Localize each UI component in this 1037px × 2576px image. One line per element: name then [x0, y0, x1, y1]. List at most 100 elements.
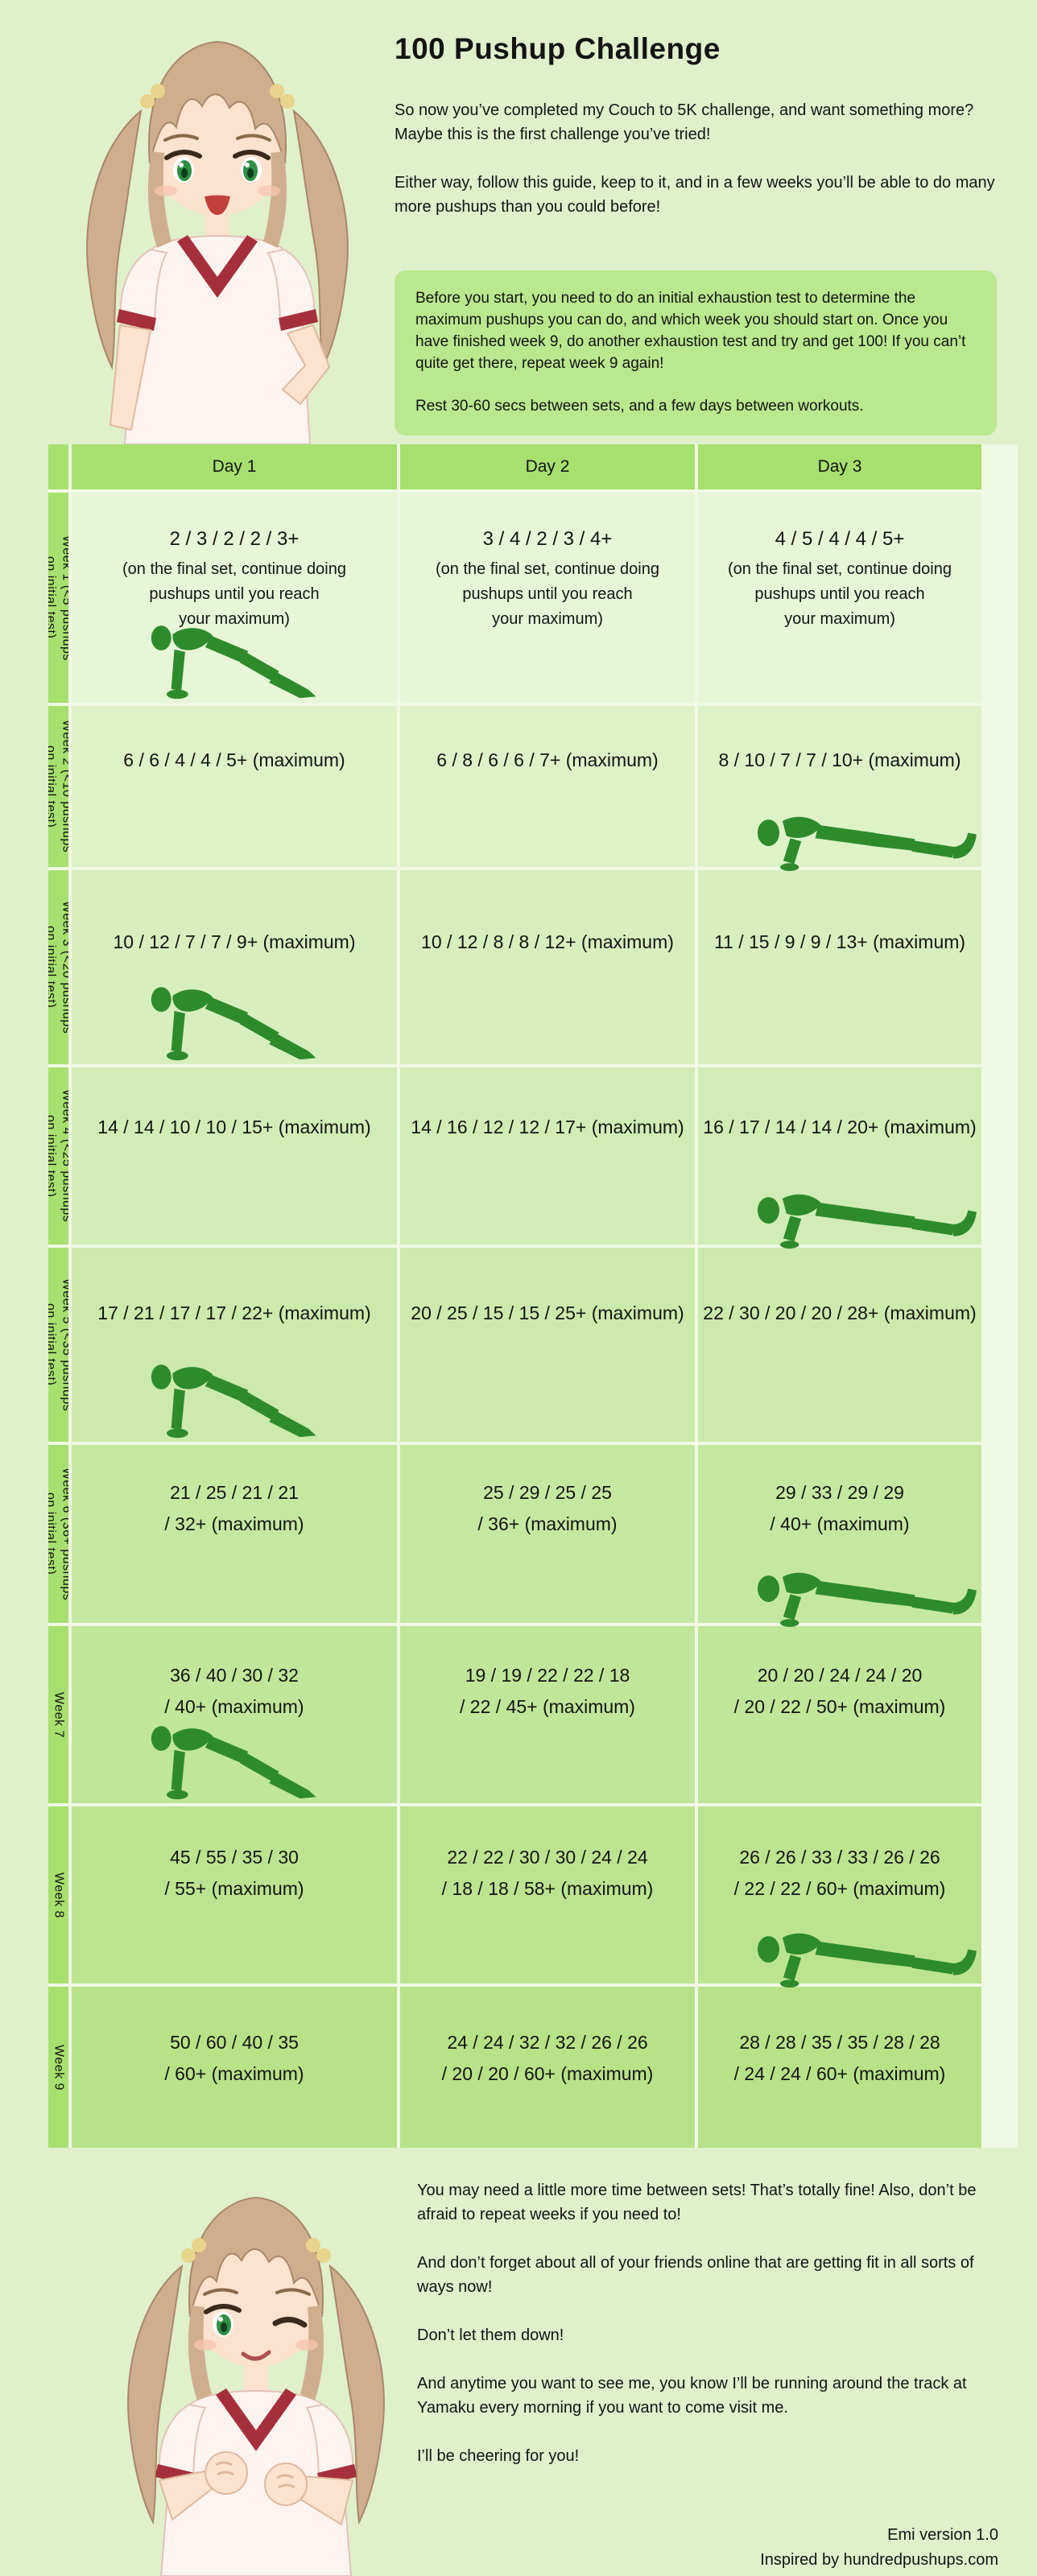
workout-cell-w4-d1: 14 / 14 / 10 / 10 / 15+ (maximum) [72, 1067, 397, 1245]
workout-cell-w8-d1: 45 / 55 / 35 / 30 / 55+ (maximum) [72, 1806, 397, 1984]
sets-line: 45 / 55 / 35 / 30 [170, 1847, 299, 1868]
sets-line: / 24 / 24 / 60+ (maximum) [733, 2063, 946, 2085]
version-label: Emi version 1.0 [887, 2526, 998, 2544]
week-label-line: Week 2 (<10 pushups [60, 720, 69, 853]
workout-cell-w1-d3: 4 / 5 / 4 / 4 / 5+ (on the final set, con… [698, 493, 981, 703]
workout-cell-w3-d3: 11 / 15 / 9 / 9 / 13+ (maximum) [698, 870, 981, 1064]
week-label-line: Week 8 [52, 1872, 66, 1918]
workout-table: Day 1 Day 2 Day 3 Week 1 (<5 pushups on init… [48, 444, 1018, 2148]
sets-line: 22 / 30 / 20 / 20 / 28+ (maximum) [703, 1302, 977, 1323]
week-label-line: on initial test) [48, 556, 58, 639]
week-label-6: Week 6 (36+ pushups on initial test) [48, 1445, 68, 1623]
sets-line: 14 / 16 / 12 / 12 / 17+ (maximum) [411, 1117, 684, 1137]
pushup-up-icon [148, 613, 325, 701]
week-label-5: Week 5 (<35 pushups on initial test) [48, 1248, 68, 1442]
week-label-text: Week 1 (<5 pushups on initial test) [48, 535, 68, 661]
credits: Emi version 1.0 Inspired by hundredpushu… [515, 2523, 998, 2573]
workout-cell-w8-d2: 22 / 22 / 30 / 30 / 24 / 24 / 18 / 18 / 5… [400, 1806, 695, 1984]
workout-cell-w5-d2: 20 / 25 / 15 / 15 / 25+ (maximum) [400, 1248, 695, 1442]
week-label-text: Week 2 (<10 pushups on initial test) [48, 720, 68, 852]
workout-cell-w6-d2: 25 / 29 / 25 / 25 / 36+ (maximum) [400, 1445, 695, 1623]
outro-paragraph: And anytime you want to see me, you know… [417, 2375, 967, 2417]
sets-line: 6 / 6 / 4 / 4 / 5+ (maximum) [123, 749, 345, 770]
workout-cell-w3-d1: 10 / 12 / 7 / 7 / 9+ (maximum) [72, 870, 397, 1064]
week-label-text: Week 5 (<35 pushups on initial test) [48, 1278, 68, 1411]
day-header-3: Day 3 [698, 444, 981, 489]
intro-paragraph: So now you’ve completed my Couch to 5K c… [395, 101, 974, 119]
workout-cell-w2-d2: 6 / 8 / 6 / 6 / 7+ (maximum) [400, 706, 695, 867]
week-label-line: Week 6 (36+ pushups [60, 1467, 69, 1601]
pushup-down-icon [756, 798, 998, 872]
intro-paragraph: Either way, follow this guide, keep to i… [395, 174, 995, 216]
sets-line: 16 / 17 / 14 / 14 / 20+ (maximum) [703, 1117, 977, 1137]
intro-text: So now you’ve completed my Couch to 5K c… [395, 98, 997, 219]
sets-line: / 32+ (maximum) [164, 1513, 304, 1535]
sets-line: 2 / 3 / 2 / 2 / 3+ [169, 528, 300, 550]
workout-cell-w4-d2: 14 / 16 / 12 / 12 / 17+ (maximum) [400, 1067, 695, 1245]
sets-line: / 40+ (maximum) [164, 1696, 304, 1718]
sets-line: / 22 / 22 / 60+ (maximum) [733, 1878, 946, 1900]
sets-line: 22 / 22 / 30 / 30 / 24 / 24 [447, 1847, 648, 1868]
week-label-8: Week 8 [48, 1806, 68, 1984]
sets-line: 21 / 25 / 21 / 21 [170, 1482, 299, 1503]
week-label-1: Week 1 (<5 pushups on initial test) [48, 493, 68, 703]
week-label-text: Week 6 (36+ pushups on initial test) [48, 1468, 68, 1600]
instructions-paragraph: Before you start, you need to do an init… [415, 290, 966, 372]
week-label-3: Week 3 (<20 pushups on initial test) [48, 870, 68, 1064]
sets-line: 6 / 8 / 6 / 6 / 7+ (maximum) [436, 749, 659, 770]
outro-paragraph: And don’t forget about all of your frien… [417, 2254, 974, 2296]
sets-line: 10 / 12 / 7 / 7 / 9+ (maximum) [113, 931, 356, 952]
note-line: your maximum) [179, 610, 290, 628]
intro-paragraph: Maybe this is the first challenge you’ve… [395, 126, 711, 143]
workout-cell-w7-d2: 19 / 19 / 22 / 22 / 18 / 22 / 45+ (maximu… [400, 1626, 695, 1803]
note-line: pushups until you reach [149, 585, 320, 603]
week-label-line: Week 7 [52, 1691, 66, 1738]
rest-note: Rest 30-60 secs between sets, and a few … [415, 397, 864, 415]
week-label-4: Week 4 (<25 pushups on initial test) [48, 1067, 68, 1245]
week-label-text: Week 3 (<20 pushups on initial test) [48, 901, 68, 1034]
pushup-down-icon [756, 1554, 998, 1628]
week-label-line: Week 1 (<5 pushups [60, 535, 69, 661]
workout-cell-w2-d1: 6 / 6 / 4 / 4 / 5+ (maximum) [72, 706, 397, 867]
week-label-text: Week 7 [51, 1692, 67, 1738]
week-label-line: Week 5 (<35 pushups [60, 1278, 69, 1412]
sets-line: 29 / 33 / 29 / 29 [775, 1482, 904, 1503]
workout-cell-w6-d1: 21 / 25 / 21 / 21 / 32+ (maximum) [72, 1445, 397, 1623]
pushup-down-icon [756, 1175, 998, 1249]
sets-line: 36 / 40 / 30 / 32 [170, 1665, 299, 1686]
sets-line: 19 / 19 / 22 / 22 / 18 [465, 1665, 630, 1686]
pushup-up-icon [148, 974, 325, 1063]
sets-line: 20 / 25 / 15 / 15 / 25+ (maximum) [411, 1302, 684, 1323]
week-label-2: Week 2 (<10 pushups on initial test) [48, 706, 68, 867]
workout-cell-w8-d3: 26 / 26 / 33 / 33 / 26 / 26 / 22 / 22 / 6… [698, 1806, 981, 1988]
note-line: (on the final set, continue doing [122, 560, 346, 578]
workout-cell-w5-d1: 17 / 21 / 17 / 17 / 22+ (maximum) [72, 1248, 397, 1442]
workout-cell-w7-d3: 20 / 20 / 24 / 24 / 20 / 20 / 22 / 50+ (m… [698, 1626, 981, 1803]
outro-paragraph: Don’t let them down! [417, 2326, 564, 2344]
sets-line: 4 / 5 / 4 / 4 / 5+ [775, 528, 905, 550]
sets-line: 8 / 10 / 7 / 7 / 10+ (maximum) [718, 749, 961, 770]
week-label-line: on initial test) [48, 745, 58, 828]
week-label-line: on initial test) [48, 1492, 58, 1575]
sets-line: 25 / 29 / 25 / 25 [483, 1482, 612, 1503]
workout-cell-w1-d1: 2 / 3 / 2 / 2 / 3+ (on the final set, con… [72, 493, 397, 703]
workout-cell-w6-d3: 29 / 33 / 29 / 29 / 40+ (maximum) [698, 1445, 981, 1628]
week-label-line: Week 3 (<20 pushups [60, 900, 69, 1034]
week-label-line: on initial test) [48, 1303, 58, 1386]
note-line: your maximum) [784, 610, 895, 628]
week-label-text: Week 8 [51, 1872, 67, 1918]
sets-line: 17 / 21 / 17 / 17 / 22+ (maximum) [97, 1302, 371, 1323]
sets-line: 20 / 20 / 24 / 24 / 20 [757, 1665, 923, 1686]
day-header-1: Day 1 [72, 444, 397, 489]
workout-cell-w7-d1: 36 / 40 / 30 / 32 / 40+ (maximum) [72, 1626, 397, 1803]
sets-line: 50 / 60 / 40 / 35 [170, 2032, 299, 2053]
anime-girl-standing-icon [44, 6, 390, 444]
note-line: pushups until you reach [462, 585, 633, 603]
instructions-box: Before you start, you need to do an init… [395, 270, 997, 436]
outro-paragraph: I’ll be cheering for you! [417, 2447, 580, 2465]
workout-cell-w9-d2: 24 / 24 / 32 / 32 / 26 / 26 / 20 / 20 / 6… [400, 1987, 695, 2148]
workout-cell-w3-d2: 10 / 12 / 8 / 8 / 12+ (maximum) [400, 870, 695, 1064]
workout-cell-w5-d3: 22 / 30 / 20 / 20 / 28+ (maximum) [698, 1248, 981, 1442]
sets-line: 26 / 26 / 33 / 33 / 26 / 26 [739, 1847, 940, 1868]
attribution-label: Inspired by hundredpushups.com [760, 2551, 998, 2569]
